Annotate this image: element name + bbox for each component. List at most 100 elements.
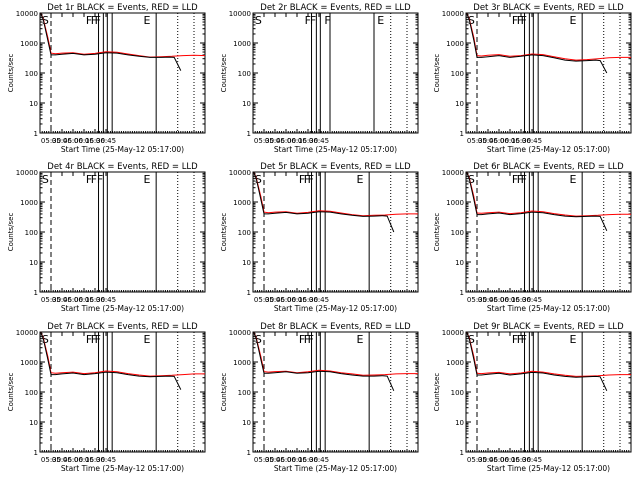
panel-8: Det 8r BLACK = Events, RED = LLD Counts/s… [220, 322, 419, 473]
event-marker-label: S [42, 333, 49, 346]
y-tick-label: 100 [238, 389, 251, 397]
panel-4: Det 4r BLACK = Events, RED = LLD Counts/s… [7, 162, 206, 313]
x-tick-label: 06:15 [74, 137, 94, 145]
y-tick-label: 100 [238, 70, 251, 78]
event-marker-label: F [91, 173, 97, 186]
y-tick-label: 1 [247, 289, 251, 297]
y-tick-label: 10000 [442, 10, 464, 18]
y-tick-label: 1000 [233, 359, 251, 367]
x-tick-label: 05:45 [265, 296, 285, 304]
x-axis-label: Start Time (25-May-12 05:17:00) [274, 464, 397, 473]
x-tick-label: 06:45 [309, 296, 329, 304]
event-marker-label: E [570, 173, 577, 186]
y-tick-label: 1 [247, 130, 251, 138]
panel-title: Det 3r BLACK = Events, RED = LLD [473, 3, 624, 13]
x-tick-label: 06:30 [298, 296, 318, 304]
event-marker-label: E [144, 333, 151, 346]
x-axis-label: Start Time (25-May-12 05:17:00) [61, 304, 184, 313]
x-tick-label: 05:45 [478, 456, 498, 464]
x-tick-label: 06:30 [298, 137, 318, 145]
panel-title: Det 7r BLACK = Events, RED = LLD [47, 322, 198, 332]
lld-series-line [253, 331, 418, 376]
event-marker-label: S [42, 173, 49, 186]
y-tick-label: 10000 [229, 10, 251, 18]
event-marker-label: S [255, 14, 262, 27]
x-tick-label: 05:30 [41, 296, 61, 304]
y-tick-label: 100 [25, 70, 38, 78]
event-marker-label: E [144, 14, 151, 27]
y-tick-label: 10 [455, 100, 464, 108]
event-marker-label: F [308, 173, 314, 186]
x-tick-label: 06:15 [287, 137, 307, 145]
x-tick-label: 06:45 [522, 456, 542, 464]
y-tick-label: 10 [455, 259, 464, 267]
x-tick-label: 06:30 [85, 456, 105, 464]
y-tick-label: 1000 [446, 359, 464, 367]
x-tick-label: 06:15 [287, 296, 307, 304]
event-marker-label: F [304, 333, 310, 346]
x-tick-label: 06:45 [309, 456, 329, 464]
events-series-line [40, 12, 182, 71]
x-tick-label: 06:00 [489, 456, 509, 464]
events-series-line [466, 171, 608, 232]
y-axis-label: Counts/sec [220, 213, 228, 252]
event-marker-label: F [512, 14, 518, 27]
x-tick-label: 05:30 [467, 456, 487, 464]
events-series-line [466, 331, 608, 392]
x-tick-label: 06:45 [522, 137, 542, 145]
y-tick-label: 1000 [20, 199, 38, 207]
panel-title: Det 6r BLACK = Events, RED = LLD [473, 162, 624, 172]
y-axis-label: Counts/sec [7, 54, 15, 93]
y-tick-label: 100 [451, 229, 464, 237]
panel-5: Det 5r BLACK = Events, RED = LLD Counts/s… [220, 162, 419, 313]
x-tick-label: 05:45 [52, 137, 72, 145]
event-marker-label: F [299, 173, 305, 186]
event-marker-label: S [468, 14, 475, 27]
event-marker-label: F [95, 333, 101, 346]
y-tick-label: 1000 [20, 40, 38, 48]
x-tick-label: 06:15 [287, 456, 307, 464]
y-tick-label: 100 [451, 389, 464, 397]
x-axis-label: Start Time (25-May-12 05:17:00) [487, 464, 610, 473]
y-tick-label: 1 [460, 289, 464, 297]
x-tick-label: 06:00 [489, 137, 509, 145]
y-tick-label: 100 [451, 70, 464, 78]
x-tick-label: 06:45 [96, 137, 116, 145]
panel-title: Det 8r BLACK = Events, RED = LLD [260, 322, 411, 332]
y-tick-label: 1000 [446, 199, 464, 207]
y-tick-label: 10 [29, 419, 38, 427]
event-marker-label: F [521, 333, 527, 346]
event-marker-label: F [299, 333, 305, 346]
x-tick-label: 06:30 [85, 296, 105, 304]
y-tick-label: 1000 [233, 199, 251, 207]
lld-series-line [466, 331, 631, 377]
y-axis-label: Counts/sec [220, 54, 228, 93]
y-tick-label: 1 [34, 449, 38, 457]
y-tick-label: 10 [29, 259, 38, 267]
y-tick-label: 1 [247, 449, 251, 457]
x-tick-label: 05:30 [41, 137, 61, 145]
plot-frame [465, 171, 632, 293]
lld-series-line [466, 12, 631, 61]
plot-frame [465, 331, 632, 453]
event-marker-label: F [86, 14, 92, 27]
event-marker-label: S [255, 173, 262, 186]
y-tick-label: 10000 [16, 169, 38, 177]
event-marker-label: S [468, 173, 475, 186]
event-marker-label: E [570, 14, 577, 27]
lld-series-line [253, 171, 418, 217]
x-tick-label: 06:30 [85, 137, 105, 145]
x-tick-label: 05:45 [478, 296, 498, 304]
lld-series-line [40, 331, 205, 377]
y-tick-label: 1 [460, 449, 464, 457]
event-marker-label: F [521, 173, 527, 186]
x-tick-label: 05:30 [41, 456, 61, 464]
x-tick-label: 05:45 [478, 137, 498, 145]
x-axis-label: Start Time (25-May-12 05:17:00) [274, 145, 397, 154]
event-marker-label: F [512, 333, 518, 346]
event-marker-label: S [255, 333, 262, 346]
event-marker-label: F [517, 173, 523, 186]
x-axis-label: Start Time (25-May-12 05:17:00) [487, 304, 610, 313]
event-marker-label: F [86, 173, 92, 186]
plot-frame [252, 331, 419, 453]
